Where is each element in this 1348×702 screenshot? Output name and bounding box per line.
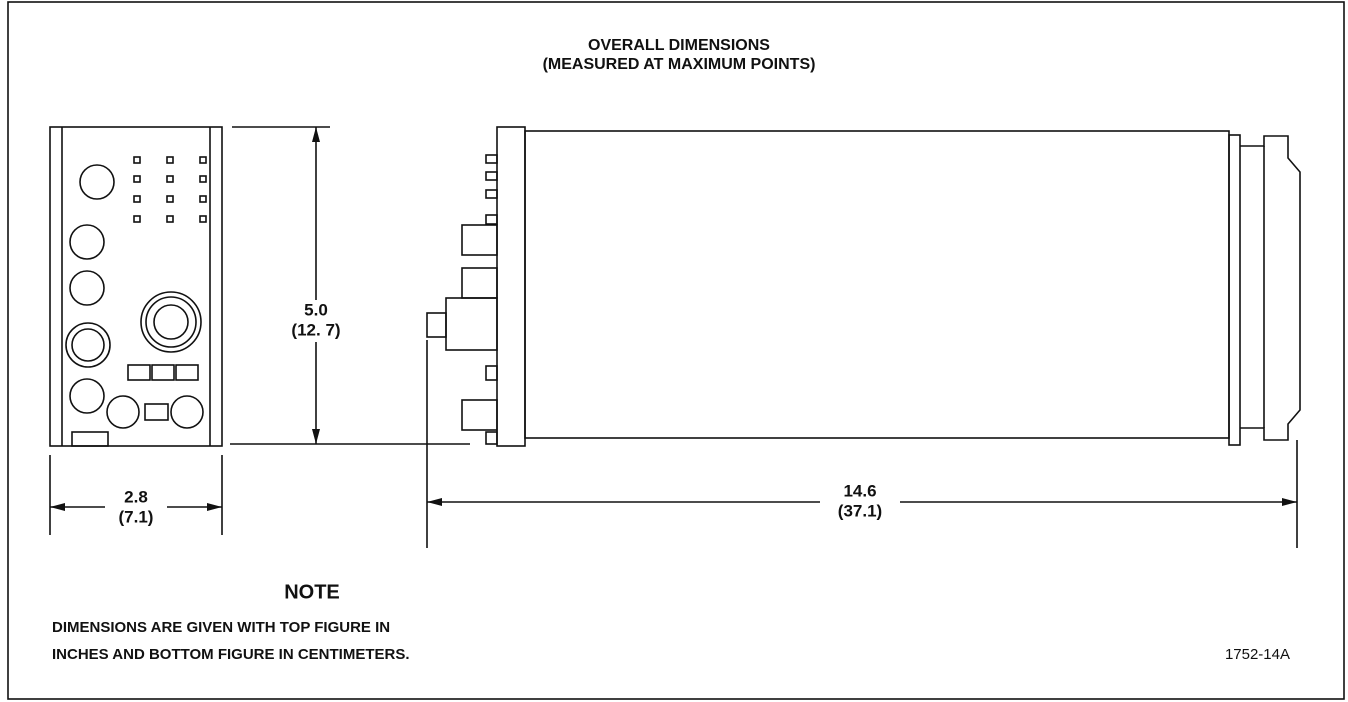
front-panel-part xyxy=(49,126,223,447)
width-dimension xyxy=(49,455,223,535)
front-panel xyxy=(49,126,223,447)
height-dimension xyxy=(230,126,470,445)
front-panel-part xyxy=(166,215,174,223)
front-panel-part xyxy=(199,175,207,183)
front-panel-part xyxy=(170,395,204,429)
front-panel-part xyxy=(199,195,207,203)
side-view-part xyxy=(485,214,498,225)
front-panel-part xyxy=(175,364,199,381)
side-view-part xyxy=(485,365,498,381)
front-panel-part xyxy=(65,322,111,368)
side-view-part xyxy=(524,130,1230,439)
front-panel-part xyxy=(140,291,202,353)
front-panel-part xyxy=(69,270,105,306)
dimension-label: (12. 7) xyxy=(291,320,340,339)
dimension-label: 14.6 xyxy=(843,481,876,500)
side-view-part xyxy=(485,171,498,181)
side-view-part xyxy=(445,297,498,351)
front-panel-part xyxy=(199,156,207,164)
height-dimension-part xyxy=(312,429,320,444)
side-view-part xyxy=(1240,135,1301,441)
front-panel-part xyxy=(166,156,174,164)
note-heading: NOTE xyxy=(284,581,340,603)
side-view-part xyxy=(461,399,498,431)
length-dimension-part xyxy=(1282,498,1297,506)
front-panel-part xyxy=(144,403,169,421)
dimension-label: (7.1) xyxy=(119,507,154,526)
side-view-part xyxy=(1228,134,1241,446)
front-panel-part xyxy=(133,195,141,203)
front-panel-part xyxy=(199,215,207,223)
side-view-part xyxy=(426,312,447,338)
side-view-part xyxy=(496,126,526,447)
dimension-label: 5.0 xyxy=(304,300,328,319)
length-dimension-part xyxy=(427,498,442,506)
side-view xyxy=(426,126,1301,447)
title-line: (MEASURED AT MAXIMUM POINTS) xyxy=(543,56,816,73)
side-view-part xyxy=(485,431,498,445)
dimension-label: (37.1) xyxy=(838,501,882,520)
front-panel-part xyxy=(133,215,141,223)
width-dimension-part xyxy=(207,503,222,511)
side-view-part xyxy=(485,154,498,164)
front-panel-part xyxy=(69,224,105,260)
front-panel-part xyxy=(127,364,151,381)
front-panel-part xyxy=(71,431,109,447)
note-line: INCHES AND BOTTOM FIGURE IN CENTIMETERS. xyxy=(52,646,410,663)
front-panel-part xyxy=(106,395,140,429)
front-panel-part xyxy=(145,296,197,348)
height-dimension-part xyxy=(276,300,356,342)
side-view-part xyxy=(461,267,498,299)
front-panel-part xyxy=(133,156,141,164)
front-panel-part xyxy=(151,364,175,381)
side-view-part xyxy=(461,224,498,256)
figure-id: 1752-14A xyxy=(1225,646,1290,663)
side-view-part xyxy=(485,189,498,199)
frame xyxy=(7,1,1345,700)
front-panel-part xyxy=(166,195,174,203)
front-panel-part xyxy=(166,175,174,183)
front-panel-part xyxy=(153,304,189,340)
length-dimension xyxy=(426,340,1298,548)
height-dimension-part xyxy=(312,127,320,142)
title-line: OVERALL DIMENSIONS xyxy=(588,37,770,54)
width-dimension-part xyxy=(50,503,65,511)
note-line: DIMENSIONS ARE GIVEN WITH TOP FIGURE IN xyxy=(52,619,390,636)
front-panel-part xyxy=(133,175,141,183)
dimension-label: 2.8 xyxy=(124,487,148,506)
front-panel-part xyxy=(79,164,115,200)
front-panel-part xyxy=(71,328,105,362)
front-panel-part xyxy=(69,378,105,414)
